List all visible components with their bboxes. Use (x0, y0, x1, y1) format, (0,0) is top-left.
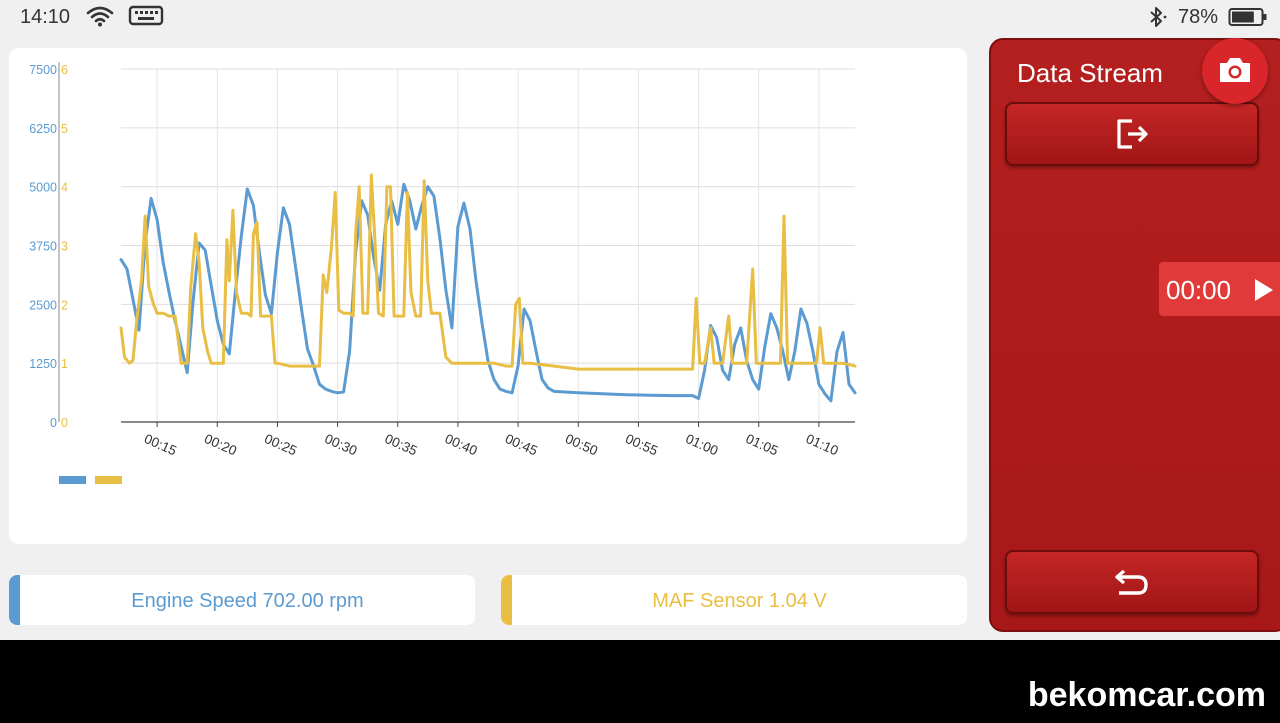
x-tick-label: 00:15 (142, 431, 179, 458)
play-icon (1255, 279, 1273, 301)
y-left-tick-label: 3750 (29, 240, 57, 254)
maf-sensor-series-line (119, 173, 857, 371)
panel-title: Data Stream (1017, 58, 1163, 88)
x-tick-label: 01:10 (804, 431, 841, 458)
engine-speed-accent (9, 575, 20, 625)
status-time: 14:10 (20, 6, 71, 28)
x-tick-label: 00:50 (563, 431, 600, 458)
record-timer-button[interactable]: 00:00 (1159, 262, 1280, 316)
y-right-tick-label: 1 (61, 357, 68, 371)
maf-sensor-accent (501, 575, 512, 625)
export-button[interactable] (1005, 102, 1259, 166)
back-button[interactable] (1005, 550, 1259, 614)
engine-speed-readout[interactable]: Engine Speed 702.00 rpm (9, 575, 475, 625)
data-stream-panel: Data Stream (989, 38, 1280, 632)
x-tick-label: 00:30 (322, 431, 359, 458)
y-left-tick-label: 0 (50, 416, 57, 430)
x-tick-label: 00:45 (503, 431, 540, 458)
y-right-tick-label: 5 (61, 122, 68, 136)
engine-speed-series-line (119, 182, 857, 403)
x-tick-label: 00:55 (623, 431, 660, 458)
y-right-tick-label: 0 (61, 416, 68, 430)
screen: 14:10 78% (0, 0, 1280, 640)
data-stream-chart: 0 0 1250 1 2500 2 3750 3 5000 4 6250 5 7500 6 00:15 00:… (29, 62, 857, 458)
y-right-tick-label: 2 (61, 298, 68, 312)
watermark: bekomcar.com (1027, 676, 1266, 714)
chart-card: 0 0 1250 1 2500 2 3750 3 5000 4 6250 5 7500 6 00:15 00:… (9, 48, 967, 544)
x-tick-label: 01:00 (683, 431, 720, 458)
bluetooth-icon (1146, 6, 1170, 33)
maf-sensor-readout[interactable]: MAF Sensor 1.04 V (501, 575, 967, 625)
x-tick-label: 00:40 (443, 431, 480, 458)
legend-swatch-maf-sensor (95, 476, 122, 484)
x-tick-label: 00:25 (262, 431, 299, 458)
camera-icon (1220, 58, 1250, 82)
battery-percent: 78% (1178, 6, 1219, 28)
x-tick-label: 00:35 (383, 431, 420, 458)
export-icon (1117, 119, 1148, 149)
battery-icon (1228, 7, 1268, 32)
wifi-icon (86, 5, 114, 32)
screenshot-button[interactable] (1202, 38, 1268, 104)
legend-swatch-engine-speed (59, 476, 86, 484)
y-left-tick-label: 1250 (29, 357, 57, 371)
keyboard-icon (128, 5, 164, 32)
x-tick-label: 01:05 (744, 431, 781, 458)
y-left-tick-label: 7500 (29, 63, 57, 77)
maf-sensor-text: MAF Sensor 1.04 V (652, 590, 827, 612)
y-left-tick-label: 2500 (29, 298, 57, 312)
y-right-tick-label: 4 (61, 181, 68, 195)
y-left-tick-label: 6250 (29, 122, 57, 136)
x-tick-label: 00:20 (202, 431, 239, 458)
engine-speed-text: Engine Speed 702.00 rpm (131, 590, 364, 612)
record-timer: 00:00 (1166, 275, 1232, 305)
y-right-tick-label: 3 (61, 240, 68, 254)
back-icon (1115, 569, 1148, 595)
y-left-tick-label: 5000 (29, 181, 57, 195)
status-bar: 14:10 78% (0, 0, 1280, 34)
y-right-tick-label: 6 (61, 63, 68, 77)
